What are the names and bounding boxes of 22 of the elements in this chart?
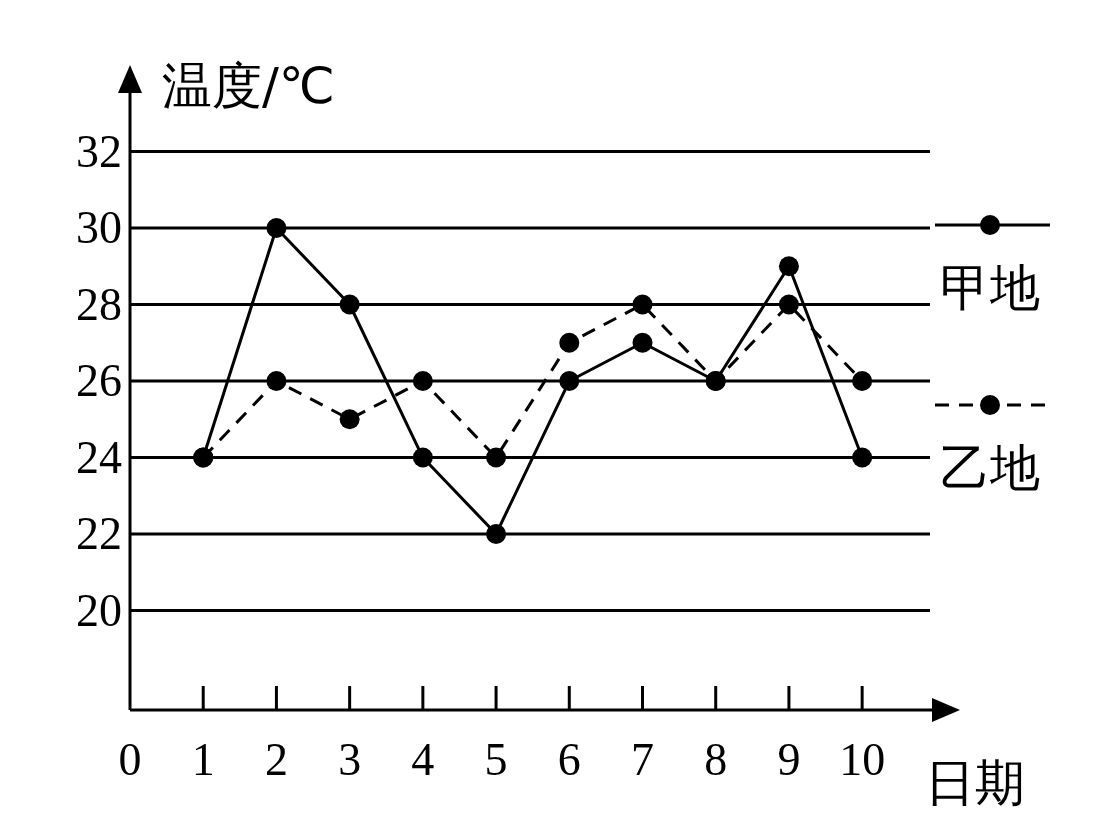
x-tick-label: 4 <box>411 734 435 785</box>
y-tick-label: 20 <box>76 584 122 636</box>
y-tick-label: 32 <box>76 125 122 177</box>
x-tick-label: 7 <box>631 734 654 785</box>
x-tick-label: 3 <box>338 734 362 785</box>
x-tick-label: 1 <box>191 734 215 785</box>
y-tick-label: 30 <box>76 202 122 254</box>
x-tick-label: 2 <box>264 734 288 785</box>
y-tick-label: 22 <box>76 508 122 560</box>
y-tick-label: 28 <box>76 278 122 330</box>
x-tick-label: 6 <box>557 734 581 785</box>
x-tick-label: 9 <box>777 734 801 785</box>
x-tick-label: 8 <box>704 734 728 785</box>
y-axis-title: 温度/℃ <box>162 57 335 115</box>
x-axis-title: 日期 <box>925 754 1025 812</box>
y-tick-label: 24 <box>76 431 122 483</box>
x-tick-label: 0 <box>118 734 142 785</box>
x-tick-label: 5 <box>484 734 508 785</box>
y-tick-label: 26 <box>76 355 122 407</box>
legend-label: 甲地 <box>940 259 1040 317</box>
legend-label: 乙地 <box>940 439 1040 497</box>
x-tick-label: 10 <box>839 734 886 785</box>
